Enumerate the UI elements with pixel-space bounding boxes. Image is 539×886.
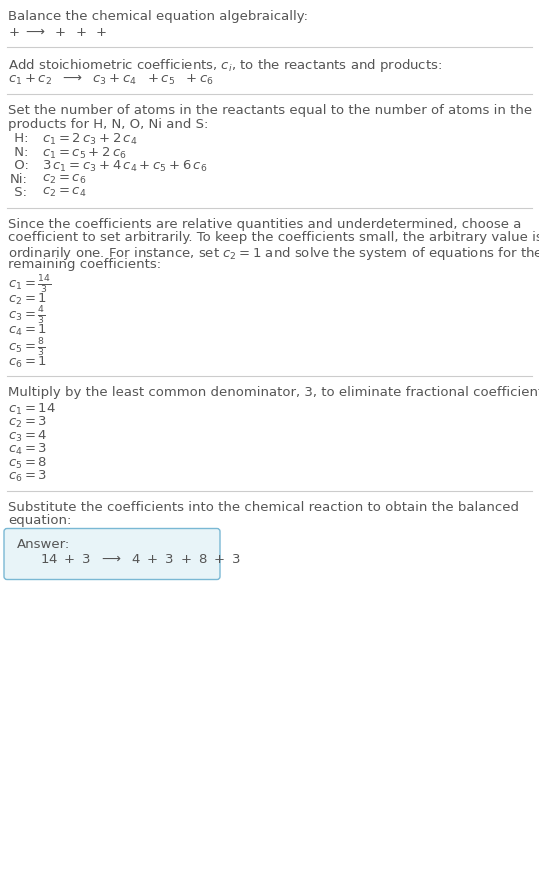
Text: $c_1 = c_5 + 2\,c_6$: $c_1 = c_5 + 2\,c_6$ — [42, 145, 127, 160]
Text: $c_3 = \frac{4}{3}$: $c_3 = \frac{4}{3}$ — [8, 305, 46, 327]
Text: Multiply by the least common denominator, 3, to eliminate fractional coefficient: Multiply by the least common denominator… — [8, 386, 539, 399]
Text: ordinarily one. For instance, set $c_2 = 1$ and solve the system of equations fo: ordinarily one. For instance, set $c_2 =… — [8, 245, 539, 261]
Text: $c_4 = 3$: $c_4 = 3$ — [8, 442, 47, 457]
Text: $c_3 = 4$: $c_3 = 4$ — [8, 429, 47, 444]
Text: $c_6 = 1$: $c_6 = 1$ — [8, 354, 47, 369]
Text: H:: H: — [10, 132, 29, 145]
Text: $c_1 = 2\,c_3 + 2\,c_4$: $c_1 = 2\,c_3 + 2\,c_4$ — [42, 132, 137, 147]
Text: $c_6 = 3$: $c_6 = 3$ — [8, 469, 47, 484]
Text: $c_1 + c_2\ \ \longrightarrow\ \ c_3 + c_4\ \ + c_5\ \ + c_6$: $c_1 + c_2\ \ \longrightarrow\ \ c_3 + c… — [8, 73, 214, 87]
Text: Balance the chemical equation algebraically:: Balance the chemical equation algebraica… — [8, 10, 308, 23]
Text: $c_2 = 3$: $c_2 = 3$ — [8, 415, 47, 430]
Text: Set the number of atoms in the reactants equal to the number of atoms in the: Set the number of atoms in the reactants… — [8, 104, 532, 117]
Text: remaining coefficients:: remaining coefficients: — [8, 258, 161, 271]
Text: $3\,c_1 = c_3 + 4\,c_4 + c_5 + 6\,c_6$: $3\,c_1 = c_3 + 4\,c_4 + c_5 + 6\,c_6$ — [42, 159, 208, 175]
Text: $c_1 = 14$: $c_1 = 14$ — [8, 401, 56, 416]
Text: equation:: equation: — [8, 514, 71, 527]
Text: N:: N: — [10, 145, 29, 159]
Text: $c_2 = c_4$: $c_2 = c_4$ — [42, 186, 86, 199]
Text: $c_1 = \frac{14}{3}$: $c_1 = \frac{14}{3}$ — [8, 274, 52, 296]
Text: $+\ \longrightarrow\ +\ +\ +$: $+\ \longrightarrow\ +\ +\ +$ — [8, 26, 107, 38]
Text: O:: O: — [10, 159, 29, 172]
Text: S:: S: — [10, 186, 27, 199]
Text: $c_4 = 1$: $c_4 = 1$ — [8, 323, 47, 338]
Text: Since the coefficients are relative quantities and underdetermined, choose a: Since the coefficients are relative quan… — [8, 217, 521, 230]
Text: Substitute the coefficients into the chemical reaction to obtain the balanced: Substitute the coefficients into the che… — [8, 501, 519, 514]
Text: $c_5 = 8$: $c_5 = 8$ — [8, 455, 47, 470]
Text: coefficient to set arbitrarily. To keep the coefficients small, the arbitrary va: coefficient to set arbitrarily. To keep … — [8, 231, 539, 244]
Text: Answer:: Answer: — [17, 538, 70, 550]
Text: $c_2 = 1$: $c_2 = 1$ — [8, 291, 47, 307]
Text: $c_5 = \frac{8}{3}$: $c_5 = \frac{8}{3}$ — [8, 337, 46, 359]
Text: $c_2 = c_6$: $c_2 = c_6$ — [42, 173, 86, 185]
Text: $14\ +\ 3\ \ \longrightarrow\ \ 4\ +\ 3\ +\ 8\ +\ 3$: $14\ +\ 3\ \ \longrightarrow\ \ 4\ +\ 3\… — [40, 553, 241, 566]
Text: Ni:: Ni: — [10, 173, 28, 185]
Text: Add stoichiometric coefficients, $c_i$, to the reactants and products:: Add stoichiometric coefficients, $c_i$, … — [8, 57, 442, 74]
FancyBboxPatch shape — [4, 529, 220, 579]
Text: products for H, N, O, Ni and S:: products for H, N, O, Ni and S: — [8, 118, 209, 130]
